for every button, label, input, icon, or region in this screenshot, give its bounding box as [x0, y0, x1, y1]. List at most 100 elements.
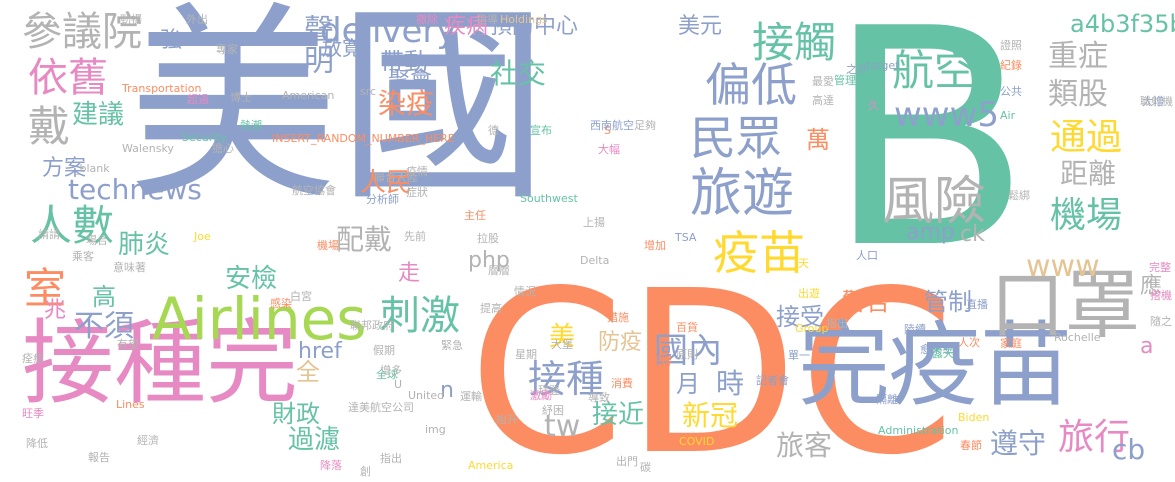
cloud-word: Air — [1000, 109, 1016, 122]
cloud-word: 接種完 — [22, 310, 299, 417]
cloud-word: 碳 — [640, 461, 651, 474]
cloud-word: 高 — [92, 283, 116, 311]
cloud-word: 消費 — [611, 377, 633, 390]
cloud-word: 警告 — [842, 288, 890, 316]
cloud-word: 機場 — [317, 239, 339, 252]
cloud-word: 先前 — [404, 230, 426, 243]
cloud-word: 單一 — [788, 349, 810, 362]
cloud-word: Rochelle — [1054, 331, 1101, 344]
cloud-word: CDC — [468, 243, 956, 482]
cloud-word: 遵守 — [990, 427, 1047, 460]
cloud-word: 放寬 — [322, 36, 362, 60]
cloud-word: 所得 — [650, 355, 672, 368]
cloud-word: 配戴 — [336, 223, 393, 256]
cloud-word: 完整 — [1149, 261, 1171, 274]
cloud-word: cb — [1112, 433, 1146, 466]
cloud-word: 激勵 — [530, 389, 552, 402]
cloud-word: 完 — [798, 312, 891, 419]
cloud-word: Southwest — [520, 192, 578, 205]
cloud-word: 航空協會 — [292, 184, 336, 197]
cloud-word: 達美航空公司 — [348, 401, 414, 414]
cloud-word: 露天 — [932, 347, 954, 360]
cloud-word: 接受 — [776, 303, 824, 331]
cloud-word: 走 — [398, 261, 421, 286]
cloud-word: Transportation — [122, 82, 202, 95]
cloud-word: 疾病 — [444, 14, 489, 39]
cloud-word: 增加 — [644, 239, 666, 252]
cloud-word: _blank — [74, 162, 110, 175]
cloud-word: 降落 — [320, 459, 342, 472]
cloud-word: href — [298, 339, 342, 364]
cloud-word: 預防中心 — [490, 14, 579, 39]
cloud-word: 旺季 — [22, 407, 44, 420]
cloud-word: 依舊 — [28, 55, 108, 101]
cloud-word: Lines — [116, 398, 145, 411]
cloud-word: 重症 — [1048, 39, 1108, 74]
cloud-word: 超過 — [187, 93, 209, 106]
cloud-word: Group — [795, 322, 829, 335]
cloud-word: 專家 — [216, 43, 238, 56]
cloud-word: 宣布 — [530, 124, 552, 137]
cloud-word: 染疫 — [378, 87, 435, 120]
cloud-word: 美元 — [678, 14, 723, 39]
cloud-word: 隔離 — [876, 393, 898, 406]
cloud-word: U — [394, 378, 403, 391]
cloud-word: 機場 — [1050, 195, 1123, 236]
cloud-word: INSERT_RANDOM_NUMBER_HERE — [272, 132, 455, 145]
cloud-word: 層層 — [488, 264, 510, 277]
cloud-word: 德 — [488, 124, 499, 137]
cloud-word: 大堡 — [551, 338, 573, 351]
cloud-word: src — [360, 85, 377, 98]
cloud-word: 記者會 — [756, 374, 789, 387]
cloud-word: 時 — [716, 367, 745, 400]
cloud-word: 隨之 — [1150, 315, 1172, 328]
cloud-word: 愈來愈 — [920, 343, 953, 356]
cloud-word: 旅遊 — [690, 164, 795, 224]
cloud-word: S — [604, 124, 611, 137]
cloud-word: amp — [906, 220, 955, 245]
cloud-word: tw — [544, 409, 581, 444]
cloud-word: 人次 — [958, 336, 980, 349]
cloud-word: 旅行 — [1058, 417, 1131, 458]
cloud-word: 人數 — [30, 201, 115, 250]
cloud-word: 家庭 — [1000, 337, 1022, 350]
cloud-word: 接種 — [528, 357, 605, 401]
cloud-word: 通過 — [1050, 117, 1123, 158]
cloud-word: a — [1140, 334, 1154, 359]
cloud-word: 意味著 — [113, 261, 146, 274]
cloud-word: 最愛 — [812, 75, 834, 88]
cloud-word: 緊急 — [441, 339, 463, 352]
cloud-word: 熱潮 — [240, 119, 262, 132]
cloud-word: php — [468, 248, 510, 273]
cloud-word: B — [826, 0, 1032, 314]
cloud-word: 搭機 — [1150, 289, 1172, 302]
cloud-word: 場合 — [86, 234, 108, 247]
cloud-word: 強 — [160, 28, 183, 53]
cloud-word: 萬 — [806, 126, 830, 154]
cloud-word: 之外 — [846, 63, 868, 76]
cloud-word: 痊癒 — [22, 352, 44, 365]
cloud-word: 紓困 — [542, 404, 564, 417]
cloud-word: 旅客 — [776, 429, 833, 462]
cloud-word: technews — [68, 173, 202, 206]
cloud-word: 提高 — [480, 302, 502, 315]
cloud-word: Delta — [580, 254, 610, 267]
cloud-word: 新冠 — [682, 399, 739, 432]
cloud-word: 人民 — [360, 168, 413, 198]
cloud-word: America — [468, 459, 514, 472]
cloud-word: 偏低 — [705, 58, 797, 112]
cloud-word: 聚會 — [388, 68, 433, 93]
cloud-word: 主任 — [464, 209, 486, 222]
cloud-word: 上揚 — [583, 216, 605, 229]
cloud-word: 創 — [360, 465, 371, 478]
cloud-word: 情況 — [514, 285, 536, 298]
cloud-word: 疫情 — [406, 165, 428, 178]
cloud-word: 西南航空 — [590, 119, 634, 132]
cloud-word: Administration — [878, 424, 959, 437]
cloud-word: 陸續 — [904, 323, 926, 336]
cloud-word: 戴 — [28, 102, 71, 151]
cloud-word: www — [1026, 249, 1100, 284]
cloud-word: www5 — [894, 95, 1000, 135]
cloud-word: 鬆綁 — [1008, 189, 1030, 202]
cloud-word: 博士 — [230, 91, 252, 104]
